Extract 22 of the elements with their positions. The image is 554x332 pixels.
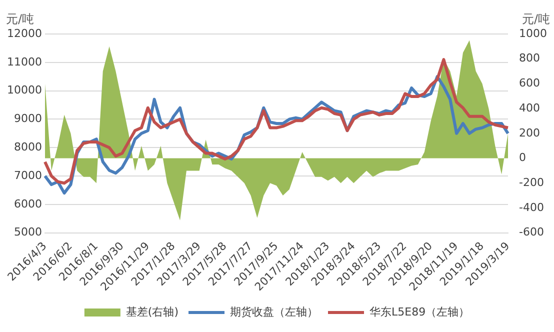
y2-tick-label: 1000	[519, 26, 548, 40]
y2-tick-label: 200	[519, 126, 540, 140]
y2-axis-title: 元/吨	[522, 12, 550, 26]
legend-label: 华东L5E89（左轴）	[370, 305, 470, 318]
y2-tick-label: 800	[519, 52, 540, 65]
y-tick-label: 12000	[6, 26, 42, 40]
legend-label: 期货收盘（左轴）	[230, 305, 318, 318]
y-tick-label: 6000	[14, 197, 42, 210]
y2-tick-label: -200	[519, 176, 544, 189]
y-axis-title: 元/吨	[6, 12, 34, 26]
y2-tick-label: -400	[519, 200, 544, 214]
y-tick-label: 8000	[14, 140, 42, 154]
y2-tick-label: 0	[519, 151, 526, 164]
y-tick-label: 5000	[14, 226, 42, 239]
y2-tick-label: 600	[519, 76, 540, 90]
y-tick-label: 9000	[14, 112, 42, 126]
y-tick-label: 7000	[14, 168, 42, 182]
y-tick-label: 10000	[6, 84, 42, 97]
legend-label: 基差(右轴)	[126, 305, 179, 318]
y2-tick-label: 400	[519, 101, 540, 114]
y-tick-label: 11000	[6, 55, 42, 68]
y2-tick-label: -600	[519, 226, 544, 239]
